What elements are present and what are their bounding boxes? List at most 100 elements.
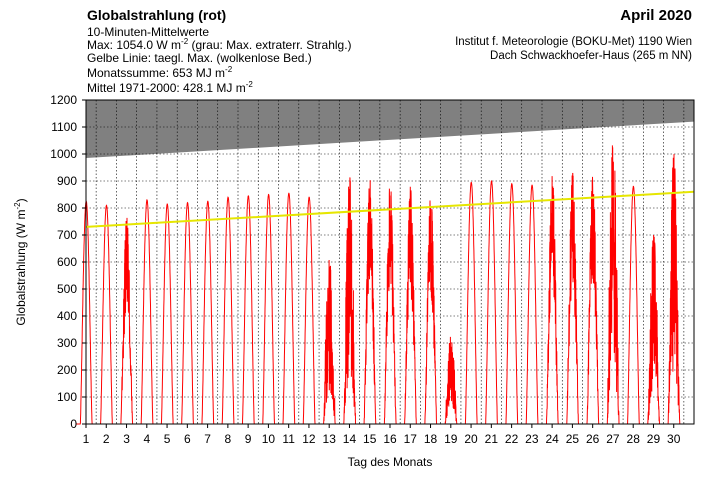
chart-title: Globalstrahlung (rot) (87, 7, 227, 23)
monthly-sum-info: Monatssumme: 653 MJ m-2 (87, 65, 233, 80)
day-series-line (379, 188, 401, 425)
day-series-line (278, 192, 299, 425)
x-tick-label: 29 (647, 432, 661, 446)
grid-lines (86, 100, 694, 424)
mean-exponent: -2 (245, 80, 253, 89)
x-tick-label: 6 (184, 432, 191, 446)
y-tick-label: 500 (57, 282, 77, 296)
x-tick-label: 8 (225, 432, 232, 446)
max-info: Max: 1054.0 W m-2 (grau: Max. extraterr.… (87, 37, 352, 52)
x-tick-label: 22 (505, 432, 519, 446)
max-note: (grau: Max. extraterr. Strahlg.) (188, 38, 352, 52)
y-tick-label: 0 (70, 417, 77, 431)
day-series-line (643, 234, 664, 425)
day-series-line (116, 217, 137, 425)
day-series-line (197, 200, 218, 425)
x-tick-label: 23 (525, 432, 539, 446)
day-series-line (400, 186, 421, 425)
day-series-line (298, 196, 320, 425)
x-tick-label: 5 (164, 432, 171, 446)
day-series-line (582, 176, 603, 425)
y-axis-label-text: Globalstrahlung (W m (14, 210, 28, 326)
x-tick-label: 18 (424, 432, 438, 446)
radiation-series (75, 145, 684, 425)
x-tick-label: 9 (245, 432, 252, 446)
day-series-line (460, 181, 482, 425)
day-series-line (359, 180, 380, 425)
y-tick-label: 300 (57, 336, 77, 350)
y-tick-label: 1200 (50, 93, 77, 107)
x-tick-label: 2 (103, 432, 110, 446)
day-series-line (339, 177, 360, 425)
x-tick-label: 11 (282, 432, 295, 446)
x-tick-labels: 1 2 3 4 5 6 7 8 9 10 11 12 13 14 15 16 17 18 19 20 21 22 23 24 2… (83, 424, 681, 446)
x-tick-label: 7 (204, 432, 211, 446)
day-series-line (440, 336, 461, 425)
x-tick-label: 1 (83, 432, 90, 446)
day-series-line (217, 196, 238, 425)
y-tick-label: 1100 (51, 120, 77, 134)
y-axis-label: Globalstrahlung (W m-2) (13, 198, 28, 325)
day-series-line (542, 176, 563, 425)
y-axis-label-suffix: ) (14, 198, 28, 202)
day-series-line (96, 204, 117, 425)
x-tick-label: 24 (545, 432, 559, 446)
month-label: April 2020 (620, 7, 692, 24)
day-series-line (156, 203, 178, 425)
x-tick-label: 16 (383, 432, 397, 446)
mean-info: Mittel 1971-2000: 428.1 MJ m-2 (87, 80, 253, 95)
x-axis-label: Tag des Monats (348, 455, 433, 469)
x-tick-label: 17 (404, 432, 418, 446)
max-text: Max: 1054.0 W m (87, 38, 182, 52)
y-tick-label: 700 (57, 228, 77, 242)
day-series-line (136, 199, 157, 425)
y-tick-label: 200 (57, 363, 77, 377)
x-tick-label: 30 (667, 432, 681, 446)
day-series-line (521, 184, 542, 425)
x-tick-label: 28 (627, 432, 641, 446)
x-tick-label: 21 (485, 432, 499, 446)
mean-text: Mittel 1971-2000: 428.1 MJ m (87, 81, 246, 95)
x-tick-label: 13 (323, 432, 337, 446)
x-tick-label: 19 (444, 432, 458, 446)
clear-sky-max-line (85, 190, 695, 228)
x-tick-label: 14 (343, 432, 357, 446)
day-series-line (481, 180, 502, 425)
y-tick-label: 1000 (50, 147, 77, 161)
x-tick-label: 27 (606, 432, 620, 446)
x-tick-label: 25 (566, 432, 580, 446)
day-series-line (238, 195, 259, 425)
institute-line-1: Institut f. Meteorologie (BOKU-Met) 1190… (455, 36, 692, 48)
day-series-line (258, 193, 279, 425)
day-series-line (602, 145, 624, 425)
day-series-line (420, 200, 441, 425)
x-tick-label: 15 (363, 432, 377, 446)
chart-subtitle: 10-Minuten-Mittelwerte (87, 25, 210, 39)
y-tick-label: 800 (57, 201, 77, 215)
x-tick-label: 12 (302, 432, 316, 446)
max-exponent: -2 (181, 37, 189, 46)
day-series-line (623, 185, 644, 425)
monthly-sum-text: Monatssumme: 653 MJ m (87, 66, 226, 80)
y-tick-label: 900 (57, 174, 77, 188)
y-tick-label: 100 (57, 390, 77, 404)
x-tick-label: 20 (464, 432, 478, 446)
day-series-line (663, 154, 684, 425)
day-series-line (177, 201, 198, 425)
day-series-line (319, 259, 340, 425)
x-tick-label: 10 (262, 432, 276, 446)
institute-line-2: Dach Schwackhoefer-Haus (265 m NN) (490, 50, 692, 62)
y-tick-labels: 0 100 200 300 400 500 600 700 800 900 1000 1100 1200 (50, 93, 86, 431)
y-axis-label-exponent: -2 (13, 202, 22, 210)
y-tick-label: 600 (57, 255, 77, 269)
monthly-sum-exponent: -2 (225, 65, 233, 74)
x-tick-label: 4 (143, 432, 150, 446)
day-series-line (562, 172, 583, 425)
y-tick-label: 400 (57, 309, 77, 323)
day-series-line (501, 182, 522, 425)
x-tick-label: 3 (123, 432, 130, 446)
yellow-line-info: Gelbe Linie: taegl. Max. (wolkenlose Bed… (87, 51, 312, 65)
clear-sky-line (85, 190, 695, 228)
x-tick-label: 26 (586, 432, 600, 446)
